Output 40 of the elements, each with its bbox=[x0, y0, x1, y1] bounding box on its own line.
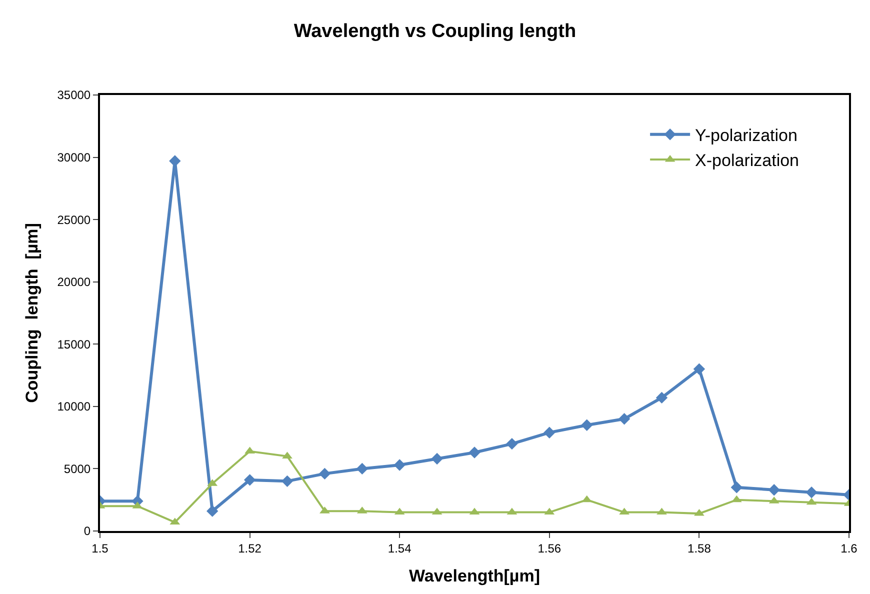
y-tick-label: 25000 bbox=[57, 212, 91, 227]
y-tick-label: 15000 bbox=[57, 337, 91, 352]
point bbox=[693, 363, 706, 375]
point bbox=[318, 468, 331, 480]
point bbox=[282, 452, 292, 459]
point bbox=[281, 475, 294, 488]
point bbox=[394, 459, 406, 471]
legend-label: X-polarization bbox=[695, 151, 800, 170]
point bbox=[730, 482, 742, 494]
x-tick-label: 1.58 bbox=[688, 541, 712, 556]
point bbox=[431, 452, 443, 465]
point bbox=[468, 446, 480, 458]
x-tick-label: 1.5 bbox=[92, 541, 109, 556]
point bbox=[806, 486, 818, 498]
point bbox=[619, 508, 630, 515]
y-tick-label: 0 bbox=[84, 524, 91, 538]
x-tick-label: 1.56 bbox=[538, 541, 562, 556]
x-tick-label: 1.6 bbox=[840, 541, 858, 556]
point bbox=[206, 505, 218, 517]
chart-title: Wavelength vs Coupling length bbox=[294, 21, 576, 42]
y-tick-label: 5000 bbox=[64, 462, 91, 476]
point bbox=[618, 413, 630, 425]
point bbox=[656, 392, 668, 404]
point bbox=[244, 474, 256, 486]
legend-label: Y-polarization bbox=[695, 126, 798, 145]
point bbox=[581, 419, 593, 431]
point bbox=[356, 462, 368, 475]
point bbox=[768, 484, 780, 496]
point bbox=[244, 446, 255, 454]
point bbox=[656, 508, 667, 515]
point bbox=[544, 426, 556, 438]
y-tick-label: 20000 bbox=[57, 275, 91, 290]
y-tick-label: 30000 bbox=[57, 150, 91, 164]
point bbox=[506, 438, 518, 450]
x-tick-label: 1.52 bbox=[238, 541, 262, 556]
x-axis-title: Wavelength[µm] bbox=[408, 566, 540, 586]
y-axis-title: Coupling length [µm] bbox=[22, 223, 42, 403]
y-tick-label: 10000 bbox=[57, 400, 91, 414]
x-tick-label: 1.54 bbox=[388, 541, 412, 556]
y-tick-label: 35000 bbox=[57, 88, 91, 102]
